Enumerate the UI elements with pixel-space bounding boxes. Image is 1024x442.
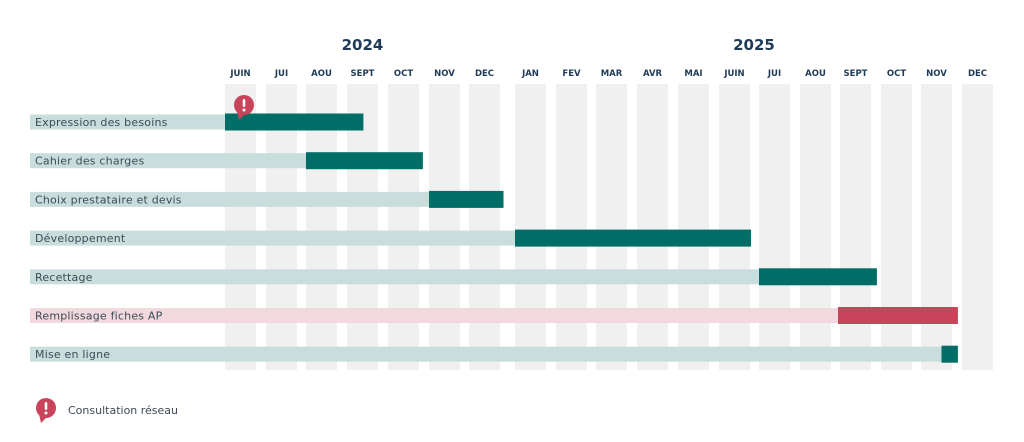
month-label: DEC bbox=[968, 69, 987, 79]
month-label: OCT bbox=[394, 69, 413, 79]
month-column bbox=[840, 84, 871, 370]
month-label: JUIN bbox=[229, 69, 250, 79]
month-column bbox=[962, 84, 993, 370]
month-label: JAN bbox=[521, 69, 539, 79]
task-bar bbox=[429, 190, 504, 208]
month-column bbox=[515, 84, 546, 370]
alert-pin-dot bbox=[44, 411, 48, 415]
alert-pin-icon bbox=[36, 398, 56, 423]
task-track bbox=[30, 308, 958, 323]
month-label: FEV bbox=[562, 69, 581, 79]
task-bar bbox=[838, 307, 958, 324]
task-label: Remplissage fiches AP bbox=[35, 310, 163, 323]
task-label: Choix prestataire et devis bbox=[35, 193, 182, 206]
alert-pin-tail bbox=[39, 414, 47, 423]
task-bar bbox=[759, 268, 877, 286]
month-column bbox=[469, 84, 500, 370]
task-label: Développement bbox=[35, 232, 126, 245]
month-column bbox=[429, 84, 460, 370]
month-label: JUI bbox=[274, 69, 288, 79]
task-rows: Expression des besoins Cahier des charges… bbox=[30, 95, 958, 363]
task-track bbox=[30, 191, 504, 207]
month-label: SEPT bbox=[844, 69, 868, 79]
month-column bbox=[637, 84, 668, 370]
month-label: OCT bbox=[887, 69, 906, 79]
month-column bbox=[921, 84, 952, 370]
month-label: JUI bbox=[767, 69, 781, 79]
month-column bbox=[678, 84, 709, 370]
month-label: AOU bbox=[805, 69, 826, 79]
month-label: MAI bbox=[684, 69, 702, 79]
month-label: AOU bbox=[311, 69, 332, 79]
month-label: AVR bbox=[643, 69, 663, 79]
alert-pin-mark bbox=[242, 99, 246, 107]
month-label: JUIN bbox=[723, 69, 744, 79]
task-label: Cahier des charges bbox=[35, 155, 144, 168]
month-column bbox=[719, 84, 750, 370]
month-label: DEC bbox=[475, 69, 494, 79]
month-label: MAR bbox=[601, 69, 623, 79]
task-track bbox=[30, 346, 958, 362]
month-column bbox=[388, 84, 419, 370]
month-label: SEPT bbox=[351, 69, 375, 79]
year-label: 2025 bbox=[733, 36, 775, 54]
task-label: Mise en ligne bbox=[35, 348, 110, 361]
month-column bbox=[759, 84, 790, 370]
task-bar bbox=[306, 152, 423, 170]
month-column bbox=[596, 84, 627, 370]
year-label: 2024 bbox=[342, 36, 384, 54]
month-column bbox=[556, 84, 587, 370]
task-label: Recettage bbox=[35, 271, 93, 284]
task-bar bbox=[225, 113, 364, 131]
task-bar bbox=[515, 229, 751, 247]
alert-pin-tail bbox=[237, 111, 245, 120]
task-label: Expression des besoins bbox=[35, 116, 168, 129]
month-column bbox=[881, 84, 912, 370]
alert-pin-mark bbox=[44, 402, 48, 410]
month-labels: JUIN JUI AOU SEPT OCT NOV DEC JAN FEV MAR AVR MAI JU… bbox=[229, 69, 987, 79]
month-label: NOV bbox=[926, 69, 947, 79]
legend: Consultation réseau bbox=[36, 398, 178, 423]
month-label: NOV bbox=[434, 69, 455, 79]
year-labels: 2024 2025 bbox=[342, 36, 775, 54]
alert-pin-icon bbox=[234, 95, 254, 120]
legend-label: Consultation réseau bbox=[68, 404, 178, 417]
task-bar bbox=[941, 345, 958, 363]
task-track bbox=[30, 269, 877, 285]
month-column bbox=[800, 84, 831, 370]
alert-pin-dot bbox=[242, 108, 246, 112]
